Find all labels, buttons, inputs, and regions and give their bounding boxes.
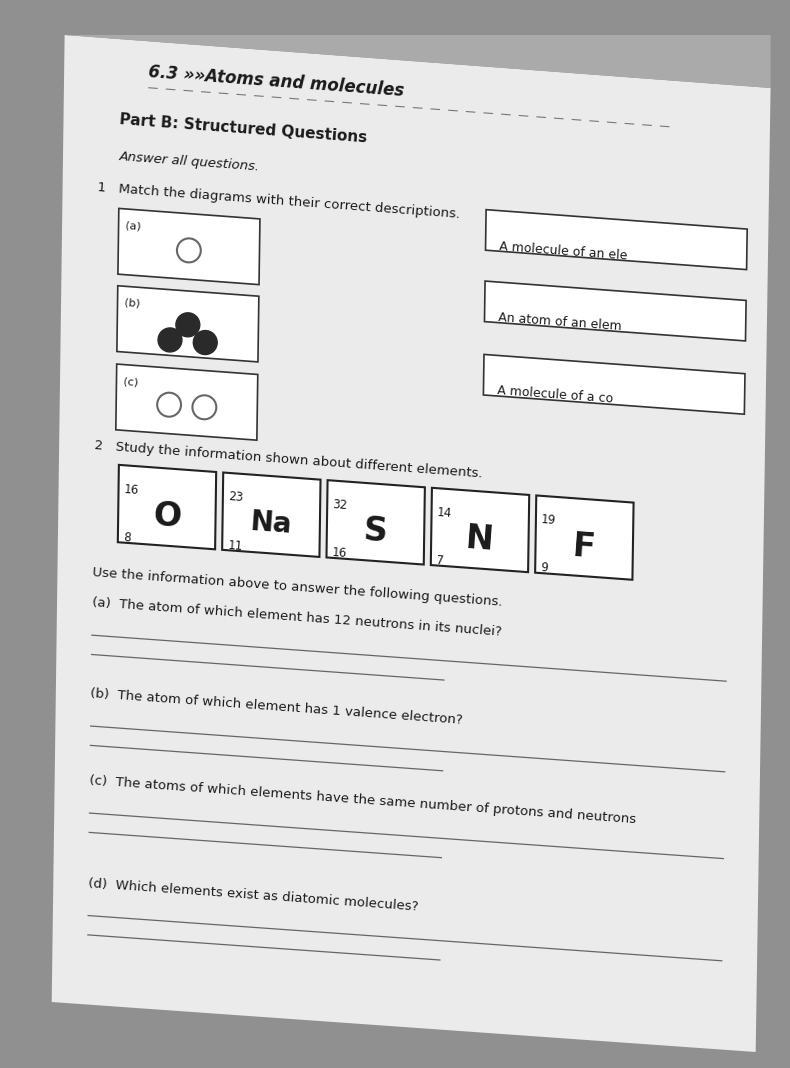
Text: 16: 16 (331, 546, 348, 561)
Text: (c)  The atoms of which elements have the same number of protons and neutrons: (c) The atoms of which elements have the… (89, 774, 637, 827)
Polygon shape (431, 488, 529, 572)
Text: Use the information above to answer the following questions.: Use the information above to answer the … (92, 566, 502, 609)
Text: 7: 7 (435, 554, 444, 567)
Text: 19: 19 (540, 514, 557, 528)
Text: A molecule of a co: A molecule of a co (497, 384, 614, 406)
Text: S: S (363, 515, 389, 549)
Text: N: N (465, 522, 495, 556)
Text: 8: 8 (122, 531, 131, 545)
Text: An atom of an elem: An atom of an elem (498, 311, 622, 333)
Text: 16: 16 (123, 483, 139, 497)
Polygon shape (51, 35, 770, 1052)
Text: 32: 32 (332, 498, 348, 512)
Text: (a)  The atom of which element has 12 neutrons in its nuclei?: (a) The atom of which element has 12 neu… (92, 597, 502, 639)
Text: (d)  Which elements exist as diatomic molecules?: (d) Which elements exist as diatomic mol… (88, 877, 419, 913)
Text: O: O (152, 499, 182, 534)
Circle shape (194, 330, 217, 355)
Text: 9: 9 (540, 562, 548, 575)
Text: (c): (c) (123, 376, 138, 388)
Polygon shape (118, 465, 216, 549)
Polygon shape (65, 35, 770, 88)
Text: (b)  The atom of which element has 1 valence electron?: (b) The atom of which element has 1 vale… (90, 688, 464, 727)
Polygon shape (118, 208, 260, 284)
Circle shape (176, 313, 200, 336)
Text: F: F (572, 530, 596, 564)
Circle shape (158, 328, 182, 352)
Text: 6.3 »»Atoms and molecules: 6.3 »»Atoms and molecules (148, 63, 404, 99)
Polygon shape (117, 286, 259, 362)
Text: A molecule of an ele: A molecule of an ele (498, 239, 628, 262)
Text: 11: 11 (227, 538, 243, 553)
Text: 2   Study the information shown about different elements.: 2 Study the information shown about diff… (93, 439, 483, 481)
Polygon shape (484, 281, 746, 341)
Polygon shape (535, 496, 634, 580)
Text: Answer all questions.: Answer all questions. (118, 151, 260, 174)
Polygon shape (116, 364, 258, 440)
Text: Part B: Structured Questions: Part B: Structured Questions (119, 112, 367, 145)
Text: 1   Match the diagrams with their correct descriptions.: 1 Match the diagrams with their correct … (97, 180, 461, 221)
Polygon shape (483, 355, 745, 414)
Polygon shape (326, 481, 425, 565)
Text: (b): (b) (124, 298, 141, 309)
Polygon shape (486, 209, 747, 269)
Text: 23: 23 (228, 490, 243, 504)
Polygon shape (222, 472, 321, 556)
Text: (a): (a) (125, 221, 141, 232)
Text: Na: Na (250, 508, 293, 539)
Text: 14: 14 (436, 505, 453, 520)
